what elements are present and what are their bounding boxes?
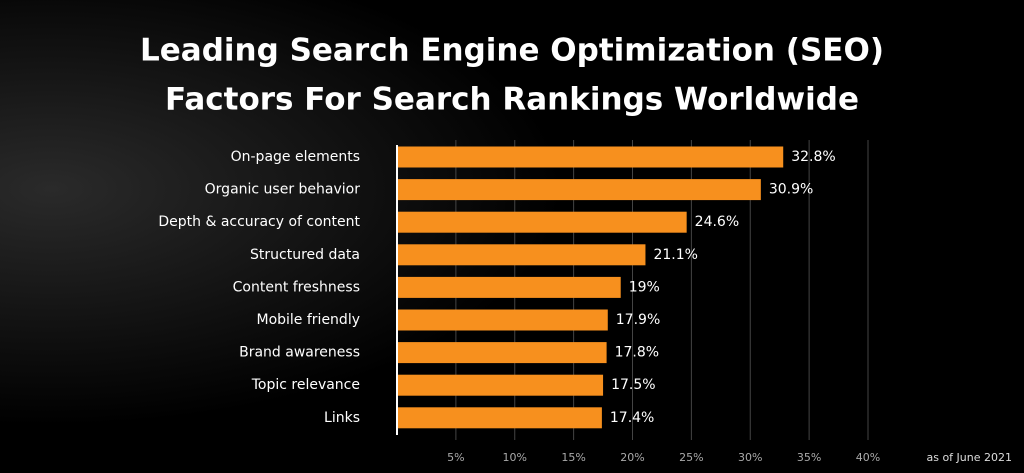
value-label: 19% [629,279,660,295]
y-tick-label: Links [324,410,360,426]
x-tick-label: 30% [738,451,762,464]
y-tick-label: Depth & accuracy of content [158,214,360,230]
bar [397,179,761,201]
x-tick-label: 25% [679,451,703,464]
y-tick-label: Brand awareness [239,345,360,361]
y-tick-label: On-page elements [231,149,360,165]
value-label: 21.1% [653,247,697,263]
bar [397,211,687,233]
y-tick-label: Mobile friendly [257,312,361,328]
bar [397,146,784,168]
value-label: 24.6% [695,214,739,230]
bar [397,374,604,396]
bar [397,407,602,429]
value-label: 30.9% [769,182,813,198]
chart-title: Factors For Search Rankings Worldwide [165,82,859,118]
bar [397,342,607,364]
value-label: 17.4% [610,410,654,426]
y-tick-label: Topic relevance [251,377,360,393]
value-label: 32.8% [791,149,835,165]
x-tick-label: 35% [797,451,821,464]
x-tick-label: 40% [856,451,880,464]
bar [397,276,621,298]
value-label: 17.8% [615,345,659,361]
y-tick-label: Structured data [250,247,360,263]
y-tick-label: Organic user behavior [205,182,361,198]
source-note: as of June 2021 [926,451,1012,464]
x-tick-label: 5% [447,451,464,464]
value-label: 17.5% [611,377,655,393]
x-tick-label: 10% [503,451,527,464]
value-label: 17.9% [616,312,660,328]
bar [397,244,646,266]
chart-title: Leading Search Engine Optimization (SEO) [140,33,884,69]
x-tick-label: 20% [620,451,644,464]
y-tick-label: Content freshness [233,279,360,295]
x-tick-label: 15% [561,451,585,464]
bar [397,309,608,331]
